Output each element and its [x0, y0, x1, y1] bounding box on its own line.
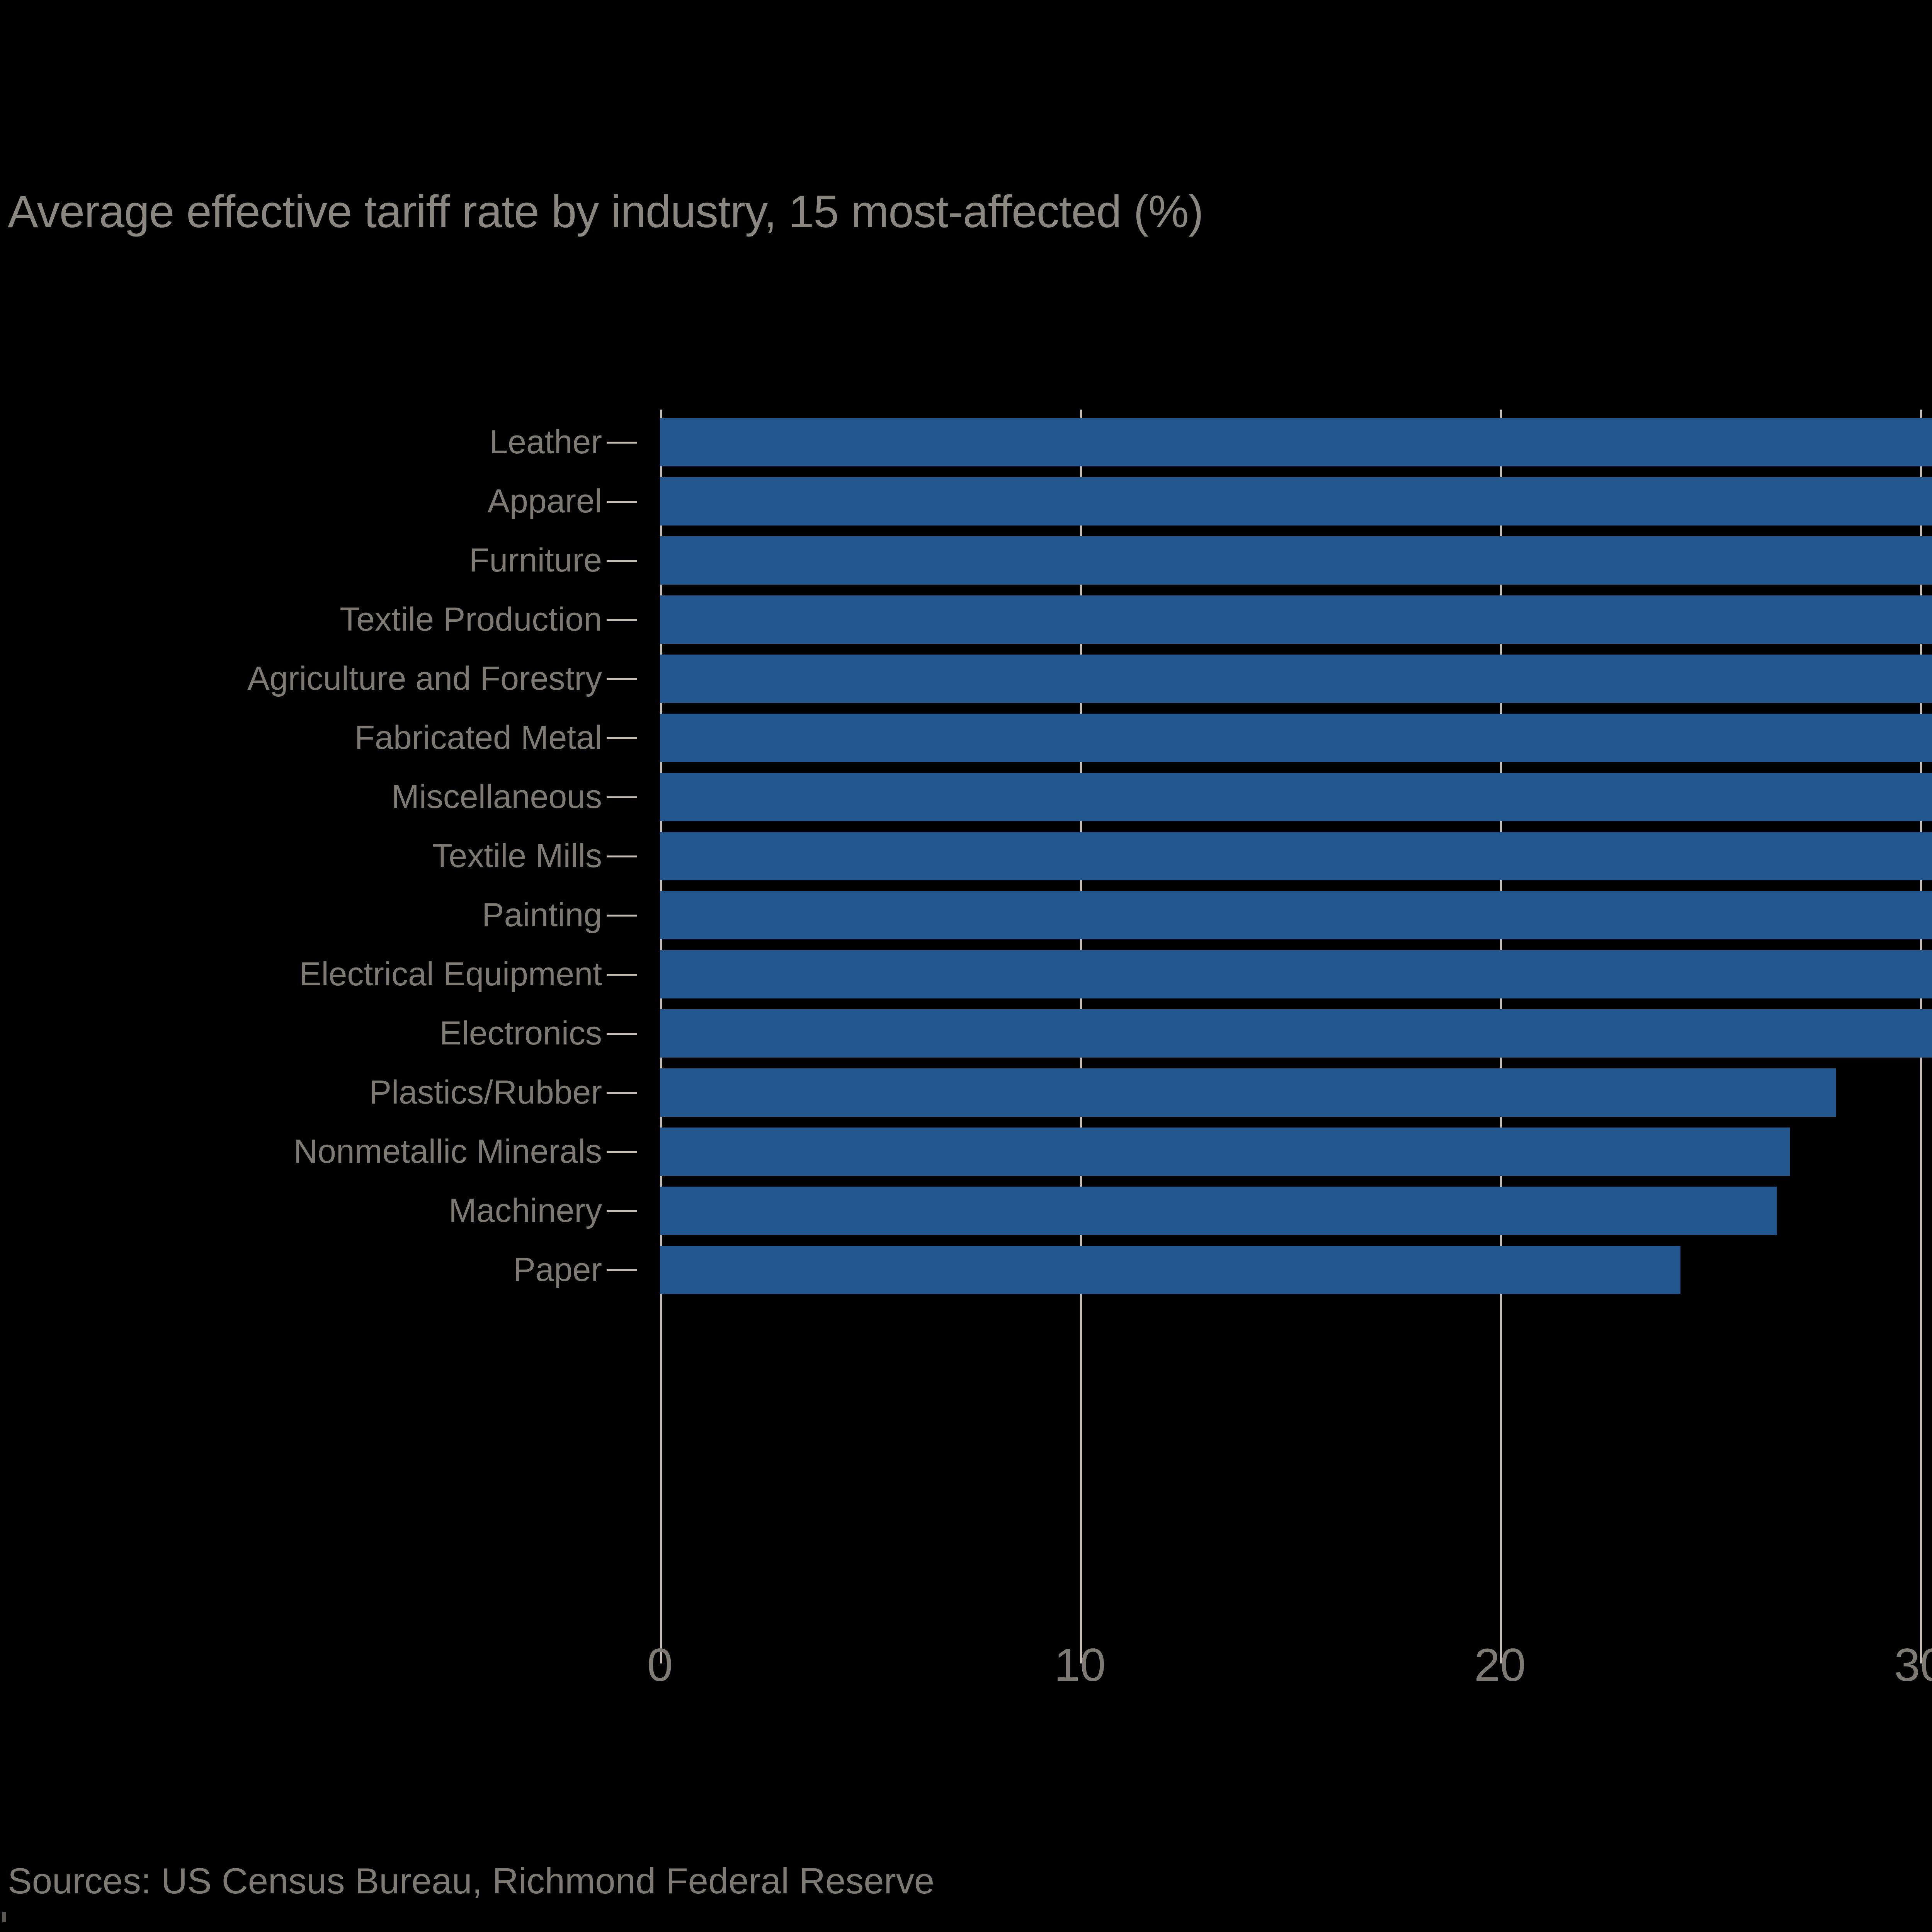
y-axis-label-agriculture-and-forestry: Agriculture and Forestry — [247, 660, 602, 697]
y-tick-6 — [607, 796, 637, 798]
y-axis-label-plastics-rubber: Plastics/Rubber — [369, 1074, 602, 1111]
x-tick-label-30: 30 — [1894, 1639, 1932, 1691]
corner-mark — [2, 1912, 6, 1922]
y-tick-9 — [607, 973, 637, 976]
y-tick-11 — [607, 1092, 637, 1094]
bar-plastics-rubber[interactable] — [660, 1068, 1836, 1117]
chart-title: Average effective tariff rate by industr… — [8, 186, 1204, 237]
x-tick-label-10: 10 — [1054, 1639, 1106, 1691]
y-axis-label-fabricated-metal: Fabricated Metal — [354, 719, 602, 756]
y-tick-2 — [607, 560, 637, 562]
bar-apparel[interactable] — [660, 477, 1932, 526]
y-tick-5 — [607, 737, 637, 739]
y-tick-8 — [607, 914, 637, 917]
y-axis-label-electrical-equipment: Electrical Equipment — [299, 956, 602, 993]
bar-textile-mills[interactable] — [660, 832, 1932, 880]
y-tick-7 — [607, 855, 637, 857]
y-tick-1 — [607, 500, 637, 503]
y-axis-label-textile-mills: Textile Mills — [432, 837, 602, 874]
y-axis-label-painting: Painting — [482, 896, 602, 934]
bar-miscellaneous[interactable] — [660, 773, 1932, 821]
bar-fabricated-metal[interactable] — [660, 714, 1932, 762]
bar-paper[interactable] — [660, 1246, 1681, 1294]
plot-area — [660, 410, 1932, 1663]
x-tick-label-20: 20 — [1474, 1639, 1526, 1691]
bar-leather[interactable] — [660, 418, 1932, 466]
bar-nonmetallic-minerals[interactable] — [660, 1128, 1790, 1176]
y-axis-label-electronics: Electronics — [439, 1015, 602, 1052]
y-axis-label-paper: Paper — [513, 1251, 602, 1288]
bar-machinery[interactable] — [660, 1187, 1777, 1235]
bar-electrical-equipment[interactable] — [660, 950, 1932, 998]
y-axis-labels: Leather Apparel Furniture Textile Productio… — [0, 410, 660, 1662]
y-tick-14 — [607, 1269, 637, 1271]
bar-electronics[interactable] — [660, 1009, 1932, 1058]
bar-painting[interactable] — [660, 891, 1932, 939]
bar-furniture[interactable] — [660, 536, 1932, 585]
y-axis-label-textile-production: Textile Production — [340, 601, 602, 638]
y-axis-label-furniture: Furniture — [469, 542, 602, 579]
x-axis-labels: 010203040 — [0, 1638, 1932, 1716]
y-tick-4 — [607, 678, 637, 680]
y-tick-10 — [607, 1032, 637, 1035]
y-axis-label-apparel: Apparel — [487, 483, 602, 520]
bar-agriculture-and-forestry[interactable] — [660, 655, 1932, 703]
sources-note: Sources: US Census Bureau, Richmond Fede… — [8, 1861, 935, 1901]
y-tick-3 — [607, 619, 637, 621]
y-axis-label-leather: Leather — [489, 423, 602, 461]
y-axis-label-nonmetallic-minerals: Nonmetallic Minerals — [293, 1133, 602, 1170]
y-tick-0 — [607, 441, 637, 444]
y-axis-label-miscellaneous: Miscellaneous — [391, 778, 602, 815]
x-tick-label-0: 0 — [647, 1639, 673, 1691]
y-tick-12 — [607, 1151, 637, 1153]
y-tick-13 — [607, 1210, 637, 1212]
bar-textile-production[interactable] — [660, 595, 1932, 644]
y-axis-label-machinery: Machinery — [449, 1192, 602, 1229]
